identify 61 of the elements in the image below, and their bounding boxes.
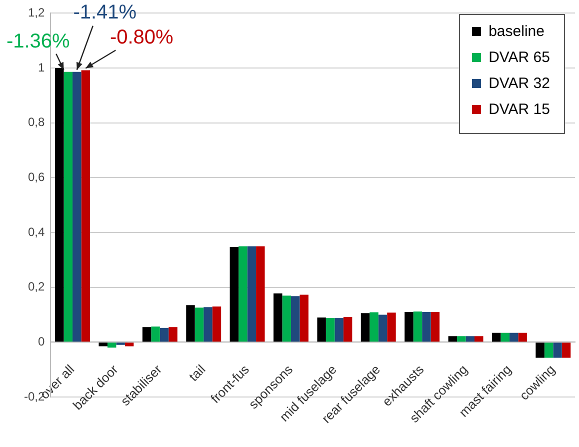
- bar: [370, 312, 378, 342]
- bar: [107, 342, 116, 348]
- bar: [334, 318, 344, 342]
- bar: [430, 312, 440, 342]
- bar: [509, 332, 518, 342]
- bar: [562, 342, 571, 358]
- bar: [518, 332, 527, 342]
- annotation: -1.36%: [6, 30, 70, 52]
- bar: [500, 332, 510, 342]
- bar: [553, 342, 562, 358]
- bar: [230, 247, 239, 342]
- y-tick-label: 0,8: [28, 115, 45, 130]
- bar: [212, 306, 222, 342]
- y-tick-label: 0,2: [28, 280, 45, 294]
- bar: [247, 246, 256, 342]
- legend-label: DVAR 65: [488, 49, 550, 66]
- annotation: -0.80%: [110, 26, 174, 49]
- bar: [168, 327, 178, 342]
- bar: [300, 294, 308, 342]
- bar: [186, 305, 195, 342]
- bar: [256, 246, 265, 342]
- annotation: -1.41%: [73, 1, 137, 24]
- bar: [387, 312, 396, 342]
- y-tick-label: 1,2: [28, 6, 45, 20]
- bar: [544, 342, 554, 358]
- bar: [238, 246, 248, 342]
- legend-label: baseline: [488, 23, 544, 40]
- legend-label: DVAR 32: [488, 75, 550, 92]
- bar: [194, 308, 204, 342]
- bar: [81, 70, 90, 342]
- bar: [160, 328, 169, 342]
- y-tick-label: 1: [38, 60, 45, 74]
- bar: [290, 296, 300, 342]
- bar: [378, 314, 388, 342]
- bar: [536, 342, 544, 358]
- x-tick-label: tail: [186, 362, 208, 384]
- y-tick-label: 0: [38, 334, 45, 348]
- bar: [343, 316, 352, 342]
- bar: [204, 307, 212, 342]
- bar: [457, 336, 466, 342]
- bar: [360, 313, 370, 342]
- bar: [317, 318, 326, 342]
- bar: [413, 311, 422, 342]
- y-tick-label: 0,6: [28, 170, 45, 184]
- bar: [492, 332, 501, 342]
- bar: [151, 326, 160, 342]
- bar: [466, 336, 475, 342]
- bar: [64, 72, 73, 342]
- bar: [142, 327, 152, 342]
- bar: [474, 336, 484, 342]
- bar: [124, 342, 134, 346]
- bar: [72, 72, 82, 342]
- bar: [422, 312, 431, 342]
- y-tick-label: 0,4: [28, 224, 45, 239]
- bar: [98, 342, 108, 346]
- bar: [448, 336, 458, 342]
- bar: [404, 312, 414, 342]
- bar: [282, 296, 291, 342]
- bar: [274, 293, 282, 342]
- bar: [326, 318, 335, 342]
- legend-label: DVAR 15: [488, 101, 550, 118]
